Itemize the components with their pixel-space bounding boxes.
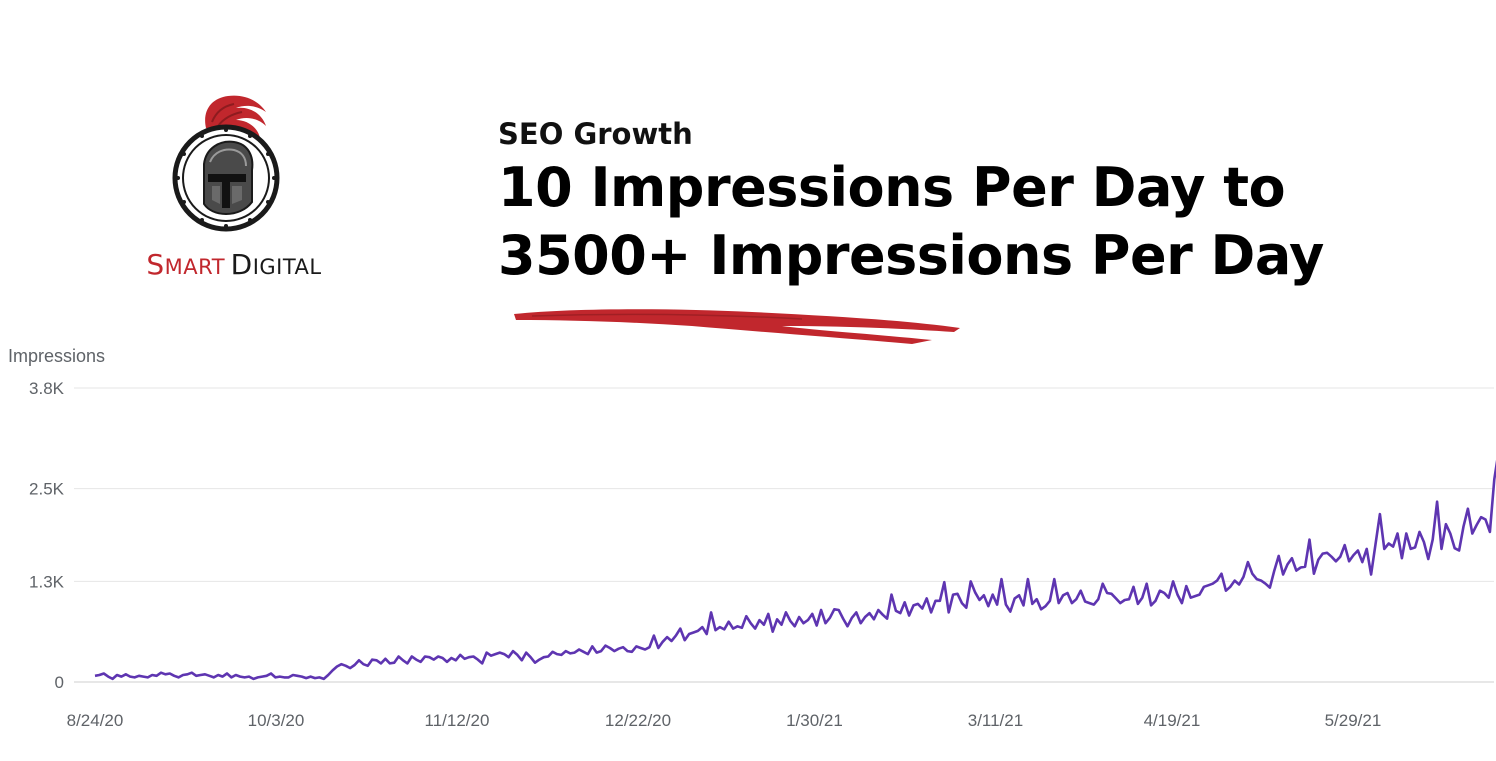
series-line-0 [94,459,1496,681]
y-tick-labels: 0 1.3K 2.5K 3.8K [29,379,65,692]
y-tick-label: 3.8K [29,379,65,398]
x-tick-label: 12/22/20 [605,711,671,730]
brand-name-digital: DIGITAL [230,248,322,281]
x-tick-label: 8/24/20 [67,711,124,730]
x-tick-label: 3/11/21 [968,711,1023,730]
impressions-line-chart: Impressions 0 1.3K 2.5K 3.8K 8/24/20 10/3/20… [8,346,1496,730]
grid-lines [74,387,1494,683]
y-tick-label: 2.5K [29,480,65,499]
smart-digital-logo: SMART DIGITAL [88,92,380,282]
y-tick-label: 1.3K [29,572,65,591]
x-tick-labels: 8/24/20 10/3/20 11/12/20 12/22/20 1/30/21 3/1… [67,711,1382,730]
x-tick-label: 4/19/21 [1144,711,1201,730]
brand-wordmark: SMART DIGITAL [88,248,380,281]
brush-underline [514,309,960,344]
title-line-2: 3500+ Impressions Per Day [498,224,1324,287]
subtitle: SEO Growth [498,117,693,151]
y-tick-label: 0 [55,673,64,692]
x-tick-label: 11/12/20 [425,711,490,730]
x-tick-label: 5/29/21 [1325,711,1382,730]
series-layer [94,459,1496,681]
brand-name-smart: SMART [146,248,226,281]
x-tick-label: 1/30/21 [786,711,843,730]
x-tick-label: 10/3/20 [248,711,305,730]
title-line-1: 10 Impressions Per Day to [498,156,1286,219]
y-axis-label: Impressions [8,346,105,366]
heading-block: SEO Growth 10 Impressions Per Day to 350… [498,114,1458,290]
spartan-helmet-icon [172,95,280,232]
